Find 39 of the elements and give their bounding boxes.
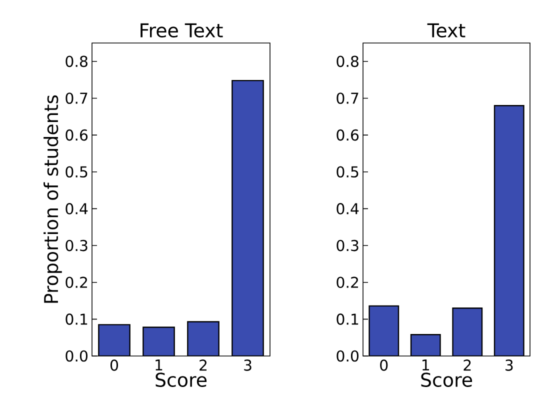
x-axis-title: Score bbox=[156, 372, 207, 387]
x-axis-title: Score bbox=[421, 372, 472, 387]
bar bbox=[232, 80, 264, 356]
x-tick-label: 2 bbox=[200, 360, 207, 371]
y-tick-label: 0.8 bbox=[336, 56, 358, 68]
bar bbox=[188, 322, 219, 356]
x-tick-label: 1 bbox=[422, 360, 430, 370]
y-tick-label: 0.6 bbox=[66, 129, 88, 141]
x-tick-label: 0 bbox=[380, 360, 388, 371]
x-tick-label: 3 bbox=[244, 360, 252, 371]
y-tick-label: 0.3 bbox=[66, 240, 88, 252]
x-tick-label: 1 bbox=[156, 360, 162, 370]
y-tick-label: 0.4 bbox=[66, 203, 88, 214]
bar bbox=[369, 306, 398, 356]
chart-title: Free Text bbox=[140, 23, 223, 38]
x-tick-label: 2 bbox=[464, 360, 471, 371]
y-tick-label: 0.6 bbox=[336, 129, 359, 141]
y-tick-label: 0.5 bbox=[336, 166, 358, 178]
bar bbox=[411, 334, 440, 356]
x-tick-label: 0 bbox=[110, 360, 118, 371]
bar bbox=[143, 327, 174, 356]
y-tick-label: 0.0 bbox=[66, 350, 88, 362]
y-tick-label: 0.5 bbox=[66, 166, 88, 178]
y-tick-label: 0.8 bbox=[66, 56, 88, 68]
y-tick-label: 0.4 bbox=[336, 203, 359, 214]
y-tick-label: 0.3 bbox=[336, 240, 358, 252]
y-tick-label: 0.1 bbox=[336, 314, 358, 325]
chart-title: Text bbox=[427, 23, 466, 38]
y-tick-label: 0.0 bbox=[336, 350, 358, 362]
y-tick-label: 0.2 bbox=[66, 276, 87, 288]
bar bbox=[98, 324, 130, 356]
y-tick-label: 0.2 bbox=[336, 276, 358, 288]
y-tick-label: 0.7 bbox=[336, 92, 358, 104]
x-tick-label: 3 bbox=[506, 360, 513, 371]
bar bbox=[494, 105, 524, 356]
y-tick-label: 0.1 bbox=[66, 314, 88, 325]
y-axis-title: Proportion of students bbox=[44, 95, 62, 303]
y-tick-label: 0.7 bbox=[66, 92, 88, 104]
bar bbox=[452, 308, 482, 356]
